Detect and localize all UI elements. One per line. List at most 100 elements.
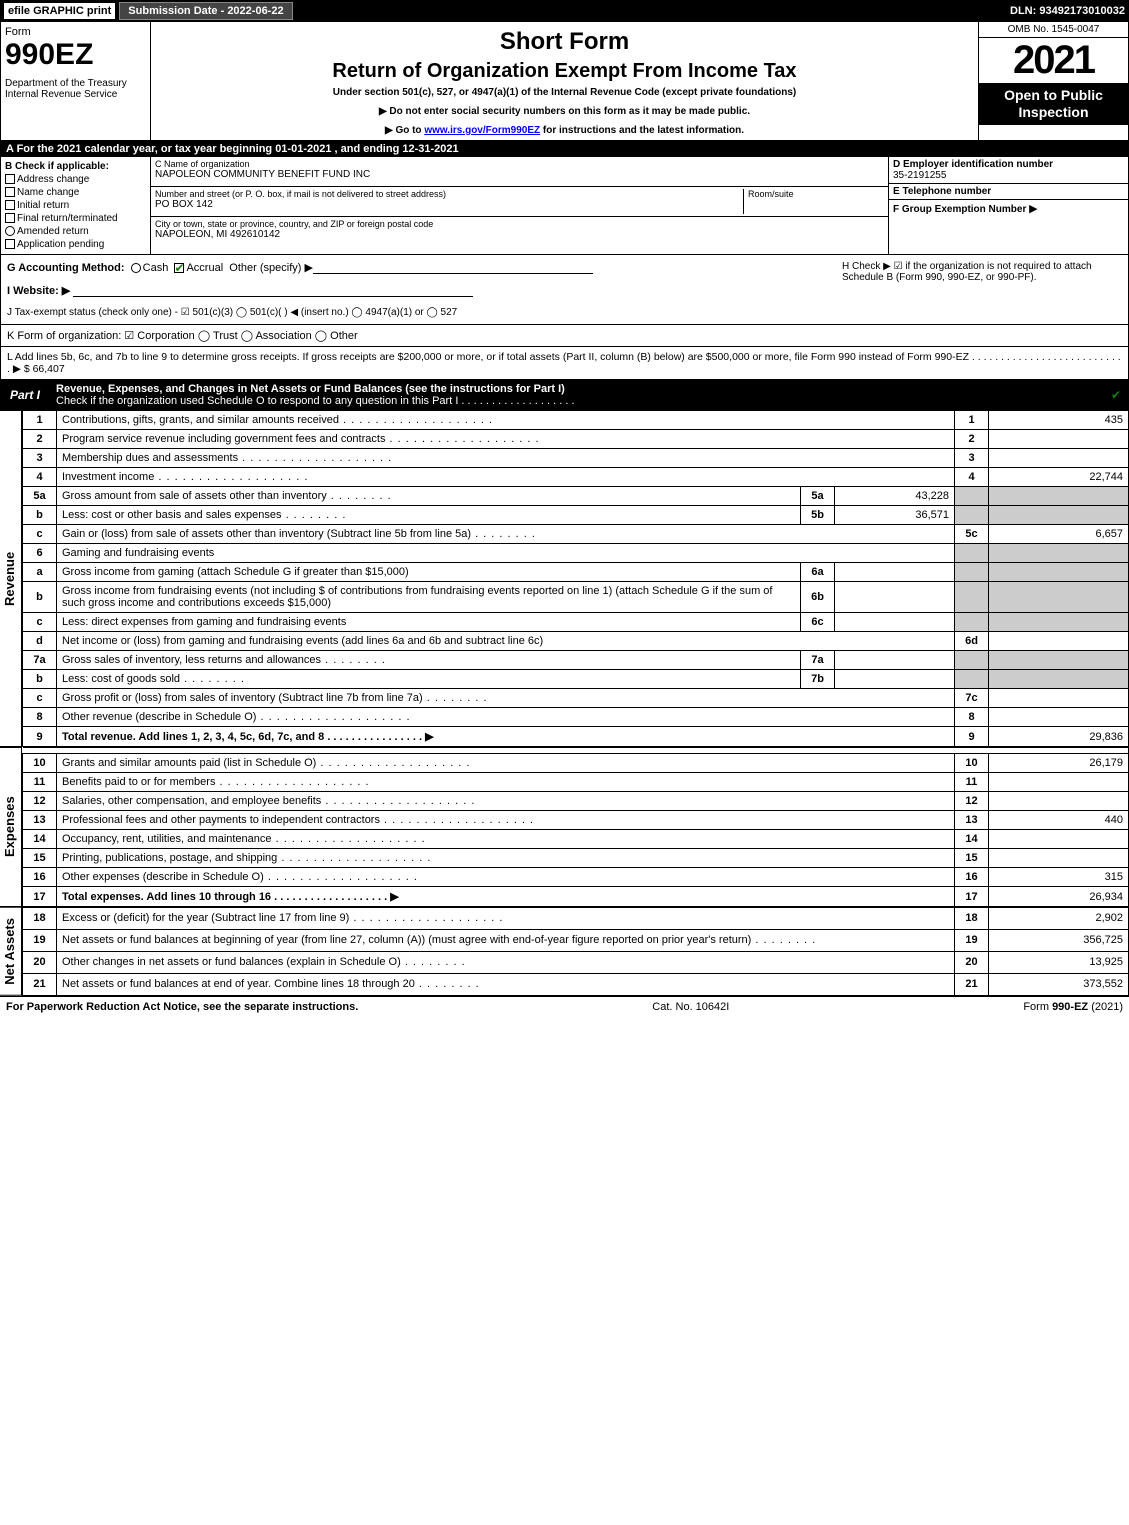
other-input[interactable] [313, 262, 593, 274]
org-name: NAPOLEON COMMUNITY BENEFIT FUND INC [155, 169, 884, 180]
goto-link[interactable]: www.irs.gov/Form990EZ [424, 125, 540, 136]
line-4: 4Investment income422,744 [23, 468, 1129, 487]
line-14: 14Occupancy, rent, utilities, and mainte… [23, 830, 1129, 849]
expenses-table: 10Grants and similar amounts paid (list … [22, 747, 1129, 907]
efile-label[interactable]: efile GRAPHIC print [4, 3, 115, 19]
line-13: 13Professional fees and other payments t… [23, 811, 1129, 830]
page-footer: For Paperwork Reduction Act Notice, see … [0, 996, 1129, 1017]
net-assets-vlabel: Net Assets [0, 907, 22, 996]
org-name-hint: C Name of organization [155, 159, 884, 169]
section-bcdef: B Check if applicable: Address change Na… [0, 157, 1129, 255]
dept-label: Department of the Treasury Internal Reve… [5, 78, 146, 100]
line-3: 3Membership dues and assessments3 [23, 449, 1129, 468]
expenses-section: Expenses 10Grants and similar amounts pa… [0, 747, 1129, 907]
part-1-check: Check if the organization used Schedule … [56, 395, 575, 407]
line-10: 10Grants and similar amounts paid (list … [23, 754, 1129, 773]
website-input[interactable] [73, 285, 473, 297]
section-ghij: H Check ▶ ☑ if the organization is not r… [0, 255, 1129, 325]
i-label: I Website: ▶ [7, 285, 70, 297]
chk-application-pending[interactable]: Application pending [5, 239, 146, 250]
expenses-vlabel: Expenses [0, 747, 22, 907]
line-11: 11Benefits paid to or for members11 [23, 773, 1129, 792]
line-5b: bLess: cost or other basis and sales exp… [23, 506, 1129, 525]
ein-cell: D Employer identification number 35-2191… [889, 157, 1128, 184]
j-tax-exempt: J Tax-exempt status (check only one) - ☑… [7, 307, 1122, 318]
other-label: Other (specify) ▶ [229, 262, 313, 274]
dln-label: DLN: 93492173010032 [1010, 5, 1125, 17]
group-exempt-cell: F Group Exemption Number ▶ [889, 200, 1128, 217]
line-5c: cGain or (loss) from sale of assets othe… [23, 525, 1129, 544]
org-name-cell: C Name of organization NAPOLEON COMMUNIT… [151, 157, 888, 187]
net-assets-table: 18Excess or (deficit) for the year (Subt… [22, 907, 1129, 996]
goto-pre: ▶ Go to [385, 125, 424, 136]
phone-cell: E Telephone number [889, 184, 1128, 200]
omb-number: OMB No. 1545-0047 [979, 22, 1128, 38]
form-header: Form 990EZ Department of the Treasury In… [0, 22, 1129, 141]
line-20: 20Other changes in net assets or fund ba… [23, 951, 1129, 973]
form-title-block: Short Form Return of Organization Exempt… [151, 22, 978, 140]
title-short-form: Short Form [159, 28, 970, 56]
goto-post: for instructions and the latest informat… [540, 125, 744, 136]
col-b-checkboxes: B Check if applicable: Address change Na… [1, 157, 151, 254]
footer-center: Cat. No. 10642I [652, 1001, 729, 1013]
line-7b: bLess: cost of goods sold7b [23, 670, 1129, 689]
submission-date: Submission Date - 2022-06-22 [119, 2, 292, 20]
tax-year: 2021 [979, 38, 1128, 83]
line-15: 15Printing, publications, postage, and s… [23, 849, 1129, 868]
part-1-schedo-check[interactable] [1105, 389, 1129, 401]
line-7c: cGross profit or (loss) from sales of in… [23, 689, 1129, 708]
line-6b: bGross income from fundraising events (n… [23, 582, 1129, 613]
part-1-title: Revenue, Expenses, and Changes in Net As… [50, 380, 1105, 410]
k-form-org: K Form of organization: ☑ Corporation ◯ … [0, 325, 1129, 347]
line-18: 18Excess or (deficit) for the year (Subt… [23, 908, 1129, 930]
line-7a: 7aGross sales of inventory, less returns… [23, 651, 1129, 670]
line-17: 17Total expenses. Add lines 10 through 1… [23, 887, 1129, 907]
chk-initial-return[interactable]: Initial return [5, 200, 146, 211]
row-a-period: A For the 2021 calendar year, or tax yea… [0, 141, 1129, 157]
open-to-public: Open to Public Inspection [979, 83, 1128, 125]
revenue-section: Revenue 1Contributions, gifts, grants, a… [0, 410, 1129, 747]
line-21: 21Net assets or fund balances at end of … [23, 973, 1129, 995]
footer-right: Form 990-EZ (2021) [1023, 1001, 1123, 1013]
form-number: 990EZ [5, 38, 146, 72]
i-website: I Website: ▶ [7, 284, 1122, 297]
col-b-label: B Check if applicable: [5, 161, 146, 172]
org-city: NAPOLEON, MI 492610142 [155, 229, 884, 240]
city-hint: City or town, state or province, country… [155, 219, 884, 229]
form-word: Form [5, 26, 146, 38]
line-6c: cLess: direct expenses from gaming and f… [23, 613, 1129, 632]
chk-accrual[interactable] [174, 263, 184, 273]
ein-label: D Employer identification number [893, 159, 1053, 170]
part-1-label: Part I [0, 385, 50, 405]
phone-label: E Telephone number [893, 186, 991, 197]
org-street-cell: Number and street (or P. O. box, if mail… [151, 187, 888, 217]
street-hint: Number and street (or P. O. box, if mail… [155, 189, 739, 199]
h-schedule-b: H Check ▶ ☑ if the organization is not r… [842, 261, 1122, 283]
chk-final-return[interactable]: Final return/terminated [5, 213, 146, 224]
form-right-block: OMB No. 1545-0047 2021 Open to Public In… [978, 22, 1128, 140]
radio-cash[interactable] [131, 263, 141, 273]
subtitle: Under section 501(c), 527, or 4947(a)(1)… [159, 87, 970, 98]
line-5a: 5aGross amount from sale of assets other… [23, 487, 1129, 506]
org-street: PO BOX 142 [155, 199, 739, 210]
goto-line: ▶ Go to www.irs.gov/Form990EZ for instru… [159, 125, 970, 136]
chk-address-change[interactable]: Address change [5, 174, 146, 185]
warn-ssn: ▶ Do not enter social security numbers o… [159, 106, 970, 117]
top-bar: efile GRAPHIC print Submission Date - 20… [0, 0, 1129, 22]
form-id-block: Form 990EZ Department of the Treasury In… [1, 22, 151, 140]
arrow-icon: ▶ [1029, 203, 1037, 215]
room-hint: Room/suite [748, 189, 884, 199]
line-9: 9Total revenue. Add lines 1, 2, 3, 4, 5c… [23, 727, 1129, 747]
col-def: D Employer identification number 35-2191… [888, 157, 1128, 254]
part-1-header: Part I Revenue, Expenses, and Changes in… [0, 380, 1129, 410]
chk-amended-return[interactable]: Amended return [5, 226, 146, 237]
chk-name-change[interactable]: Name change [5, 187, 146, 198]
line-6d: dNet income or (loss) from gaming and fu… [23, 632, 1129, 651]
line-6: 6Gaming and fundraising events [23, 544, 1129, 563]
line-6a: aGross income from gaming (attach Schedu… [23, 563, 1129, 582]
line-12: 12Salaries, other compensation, and empl… [23, 792, 1129, 811]
line-8: 8Other revenue (describe in Schedule O)8 [23, 708, 1129, 727]
line-1: 1Contributions, gifts, grants, and simil… [23, 411, 1129, 430]
line-19: 19Net assets or fund balances at beginni… [23, 929, 1129, 951]
l-gross-receipts: L Add lines 5b, 6c, and 7b to line 9 to … [0, 347, 1129, 380]
